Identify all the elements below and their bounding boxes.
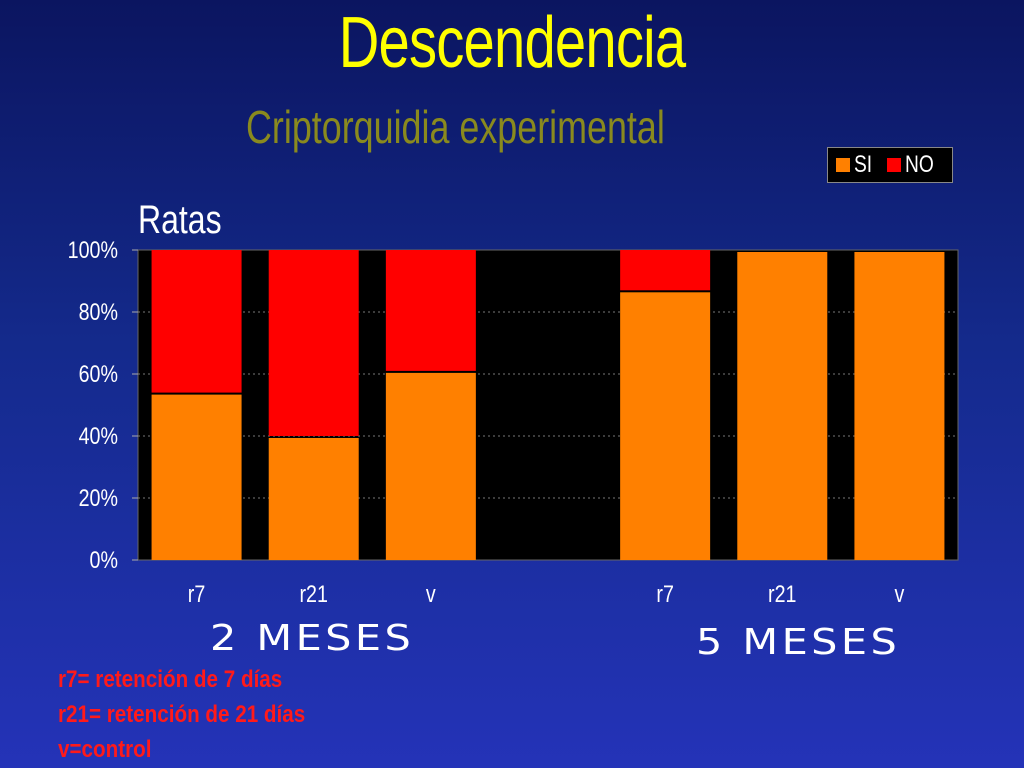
note-r21: r21= retención de 21 días — [58, 701, 306, 728]
y-tick-label: 80% — [79, 298, 118, 325]
bar-si-2 — [385, 372, 476, 560]
group-label-5-meses: 5 MESES — [696, 622, 901, 663]
bar-no-0 — [151, 250, 242, 393]
bar-si-0 — [151, 394, 242, 560]
y-tick-label: 100% — [68, 236, 118, 263]
group-label-2-meses: 2 MESES — [210, 618, 415, 659]
legend-swatch-si — [836, 158, 850, 172]
legend-notes: r7= retención de 7 días r21= retención d… — [58, 662, 345, 767]
slide-title: Descendencia — [338, 3, 686, 83]
legend-item-no: NO — [886, 151, 941, 179]
bar-no-2 — [385, 250, 476, 371]
ratas-label: Ratas — [138, 198, 222, 242]
legend-item-si: SI — [836, 151, 877, 179]
bar-si-6 — [854, 252, 945, 560]
note-control: v=control — [58, 736, 152, 763]
bar-no-4 — [620, 250, 711, 291]
x-tick-label: r21 — [299, 580, 327, 607]
bar-si-1 — [268, 438, 359, 560]
bar-no-1 — [268, 250, 359, 436]
x-tick-label: r21 — [768, 580, 796, 607]
legend-swatch-no — [886, 158, 901, 172]
y-tick-label: 20% — [79, 484, 118, 511]
bar-si-4 — [620, 292, 711, 560]
legend-label-si: SI — [854, 151, 873, 178]
legend-label-no: NO — [904, 151, 934, 178]
y-tick-label: 60% — [79, 360, 118, 387]
x-tick-label: v — [895, 580, 905, 607]
plot-area — [137, 249, 959, 561]
bar-si-5 — [737, 252, 828, 560]
x-tick-label: v — [426, 580, 436, 607]
slide-subtitle: Criptorquidia experimental — [246, 101, 665, 153]
y-tick-label: 40% — [79, 422, 118, 449]
note-r7: r7= retención de 7 días — [58, 666, 283, 693]
chart-legend: SI NO — [827, 147, 953, 183]
y-tick-label: 0% — [90, 546, 118, 573]
x-tick-label: r7 — [188, 580, 206, 607]
x-tick-label: r7 — [656, 580, 674, 607]
